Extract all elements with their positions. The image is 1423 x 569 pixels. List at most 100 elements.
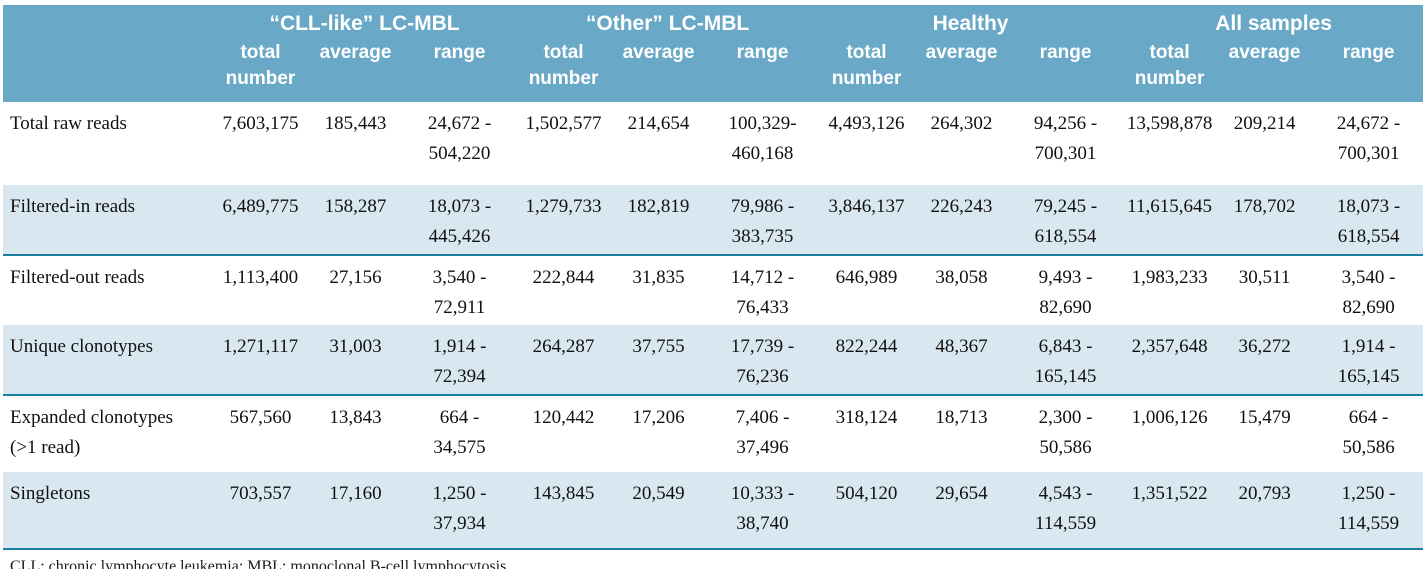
range-line-1: 79,986 -: [730, 196, 795, 217]
table-header: “CLL-like” LC-MBL “Other” LC-MBL Healthy…: [3, 5, 1423, 102]
cell-total-number: 3,846,137: [828, 196, 905, 217]
cell-range: 94,256 - 700,301: [1009, 102, 1122, 185]
cell-average: 182,819: [627, 196, 690, 217]
range-line-1: 100,329-: [728, 113, 797, 134]
cell-average: 185,443: [324, 113, 387, 134]
cell-range: 79,245 - 618,554: [1009, 185, 1122, 255]
cell-total-number: 1,279,733: [525, 196, 602, 217]
cell-total-number: 120,442: [532, 407, 595, 428]
range-line-2: 37,934: [433, 513, 486, 534]
range-line-1: 10,333 -: [730, 483, 795, 504]
range-line-2: 165,145: [1337, 366, 1400, 387]
cell-total-number: 222,844: [532, 267, 595, 288]
cell-average: 20,549: [632, 483, 685, 504]
cell-average: 27,156: [329, 267, 382, 288]
range-line-2: 618,554: [1337, 226, 1400, 247]
cell-total-number: 11,615,645: [1127, 196, 1212, 217]
cell-total-number: 264,287: [532, 336, 595, 357]
range-line-1: 1,914 -: [432, 336, 487, 357]
range-line-2: 34,575: [433, 437, 486, 458]
range-line-2: 38,740: [736, 513, 789, 534]
range-line-1: 664 -: [1348, 407, 1389, 428]
range-line-2: 114,559: [1338, 513, 1400, 534]
range-line-2: 72,911: [433, 297, 486, 318]
table-row: Singletons 703,557 17,160 1,250 - 37,934…: [3, 472, 1423, 549]
range-line-2: 618,554: [1034, 226, 1097, 247]
cell-total-number: 4,493,126: [828, 113, 905, 134]
cell-total-number: 1,113,400: [222, 267, 299, 288]
row-label-line-1: Total raw reads: [10, 113, 127, 134]
subheader-total-number: total number: [213, 38, 308, 102]
subheader-range: range: [403, 38, 517, 102]
row-label: Unique clonotypes: [3, 325, 213, 395]
cell-average: 20,793: [1238, 483, 1291, 504]
cell-range: 79,986 - 383,735: [706, 185, 819, 255]
cell-average: 209,214: [1233, 113, 1296, 134]
range-line-2: 50,586: [1039, 437, 1092, 458]
cell-range: 6,843 - 165,145: [1009, 325, 1122, 395]
cell-average: 36,272: [1238, 336, 1291, 357]
row-label: Filtered-out reads: [3, 255, 213, 325]
subheader-range: range: [1009, 38, 1123, 102]
cell-total-number: 1,271,117: [222, 336, 299, 357]
cell-total-number: 13,598,878: [1126, 113, 1213, 134]
cell-range: 664 - 34,575: [403, 395, 516, 472]
subheader-row: total number average range total number …: [3, 38, 1423, 102]
range-line-1: 3,540 -: [432, 267, 487, 288]
subheader-total-number: total number: [516, 38, 612, 102]
subheader-range: range: [706, 38, 820, 102]
cell-average: 264,302: [930, 113, 993, 134]
cell-average: 31,835: [632, 267, 685, 288]
subheader-average: average: [611, 38, 707, 102]
row-label-line-1: Expanded clonotypes: [10, 407, 174, 428]
table-row: Unique clonotypes 1,271,117 31,003 1,914…: [3, 325, 1423, 395]
cell-range: 9,493 - 82,690: [1009, 255, 1122, 325]
range-line-2: 504,220: [428, 143, 491, 164]
table-row: Total raw reads 7,603,175 185,443 24,672…: [3, 102, 1423, 185]
cell-total-number: 7,603,175: [222, 113, 299, 134]
cell-total-number: 567,560: [229, 407, 292, 428]
range-line-1: 3,540 -: [1341, 267, 1396, 288]
row-label-line-1: Filtered-out reads: [10, 267, 145, 288]
range-line-2: 383,735: [731, 226, 794, 247]
range-line-1: 1,250 -: [432, 483, 487, 504]
cell-total-number: 2,357,648: [1131, 336, 1208, 357]
range-line-2: 72,394: [433, 366, 486, 387]
cell-total-number: 318,124: [835, 407, 898, 428]
range-line-1: 664 -: [439, 407, 480, 428]
cell-average: 158,287: [324, 196, 387, 217]
range-line-1: 1,914 -: [1341, 336, 1396, 357]
cell-average: 18,713: [935, 407, 988, 428]
cell-average: 226,243: [930, 196, 993, 217]
group-header-other: “Other” LC-MBL: [516, 5, 820, 38]
range-line-2: 37,496: [736, 437, 789, 458]
group-header-healthy: Healthy: [819, 5, 1123, 38]
cell-range: 17,739 - 76,236: [706, 325, 819, 395]
cell-range: 10,333 - 38,740: [706, 472, 819, 549]
row-label: Filtered-in reads: [3, 185, 213, 255]
corner-cell: [3, 5, 213, 38]
range-line-2: 700,301: [1034, 143, 1097, 164]
range-line-1: 24,672 -: [1336, 113, 1401, 134]
row-label-line-2: (>1 read): [10, 437, 81, 458]
table-row: Filtered-out reads 1,113,400 27,156 3,54…: [3, 255, 1423, 325]
subheader-average: average: [914, 38, 1010, 102]
cell-average: 29,654: [935, 483, 988, 504]
subheader-total-number: total number: [1122, 38, 1218, 102]
cell-average: 37,755: [632, 336, 685, 357]
range-line-2: 76,433: [736, 297, 789, 318]
table-row: Filtered-in reads 6,489,775 158,287 18,0…: [3, 185, 1423, 255]
range-line-2: 50,586: [1342, 437, 1395, 458]
table-body: Total raw reads 7,603,175 185,443 24,672…: [3, 102, 1423, 549]
range-line-1: 18,073 -: [1336, 196, 1401, 217]
range-line-2: 460,168: [731, 143, 794, 164]
row-label-line-1: Unique clonotypes: [10, 336, 154, 357]
cell-range: 100,329- 460,168: [706, 102, 819, 185]
range-line-1: 79,245 -: [1033, 196, 1098, 217]
cell-total-number: 143,845: [532, 483, 595, 504]
range-line-1: 17,739 -: [730, 336, 795, 357]
row-label: Singletons: [3, 472, 213, 549]
cell-average: 15,479: [1238, 407, 1291, 428]
cell-range: 24,672 - 700,301: [1312, 102, 1423, 185]
cell-average: 17,206: [632, 407, 685, 428]
